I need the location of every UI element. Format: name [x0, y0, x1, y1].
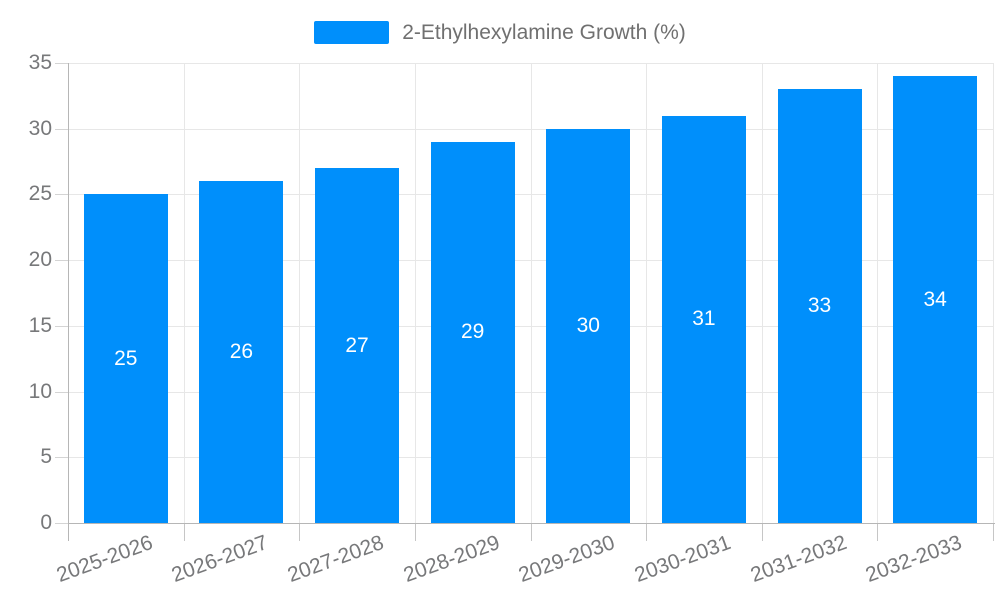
bar-value-label: 27 [345, 333, 369, 357]
bar-value-label: 26 [229, 340, 254, 364]
gridline-vertical [877, 63, 879, 523]
gridline-vertical [414, 63, 416, 523]
gridline-vertical [761, 63, 763, 523]
bar[interactable] [315, 168, 400, 523]
x-axis-line [68, 523, 995, 524]
y-axis-tick [55, 457, 68, 459]
bar[interactable] [430, 141, 515, 523]
y-axis-tick [55, 325, 68, 327]
bar-value-label: 25 [114, 346, 138, 370]
y-axis-tick [55, 523, 68, 524]
y-axis-tick [55, 63, 68, 64]
bar-value-label: 31 [692, 307, 716, 331]
legend[interactable]: 2-Ethylhexylamine Growth (%) [0, 16, 1000, 48]
x-axis-tick [414, 523, 416, 541]
y-axis-label: 25 [28, 182, 52, 206]
y-axis-label: 10 [28, 379, 52, 403]
x-axis-tick [993, 523, 994, 541]
bar[interactable] [893, 76, 978, 523]
y-axis-tick [55, 391, 68, 393]
bar[interactable] [777, 89, 862, 523]
x-axis-tick [877, 523, 879, 541]
y-axis-label: 35 [28, 51, 52, 74]
gridline-vertical [993, 63, 994, 523]
legend-label: 2-Ethylhexylamine Growth (%) [402, 20, 686, 44]
y-axis-label: 30 [28, 116, 52, 140]
y-axis-tick [55, 194, 68, 196]
y-axis-tick [55, 260, 68, 262]
x-axis-tick [183, 523, 185, 541]
y-axis-label: 0 [40, 511, 52, 534]
bar[interactable] [661, 115, 746, 523]
y-axis-label: 20 [28, 248, 52, 272]
bar[interactable] [546, 128, 631, 523]
x-axis-tick [646, 523, 648, 541]
y-axis-tick [55, 128, 68, 130]
y-axis-label: 5 [40, 445, 52, 469]
bar-value-label: 33 [807, 294, 832, 318]
bar-value-label: 30 [576, 313, 600, 337]
gridline-vertical [299, 63, 301, 523]
x-axis-tick [299, 523, 301, 541]
bar-value-label: 34 [923, 287, 947, 311]
bar[interactable] [199, 181, 284, 523]
gridline-vertical [530, 63, 532, 523]
legend-swatch [314, 20, 390, 44]
x-axis-tick [761, 523, 763, 541]
y-axis-line [68, 63, 69, 541]
y-axis-label: 15 [28, 313, 52, 337]
x-axis-tick [530, 523, 532, 541]
bar[interactable] [83, 194, 168, 523]
gridline-vertical [183, 63, 185, 523]
bar-value-label: 29 [461, 320, 485, 344]
gridline-vertical [646, 63, 648, 523]
